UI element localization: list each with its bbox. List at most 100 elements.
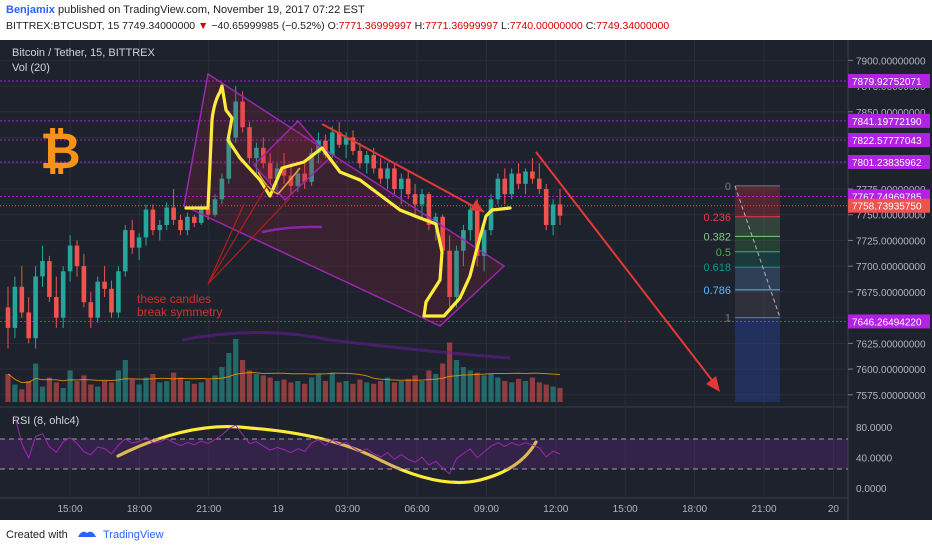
level-badge-label: 7646.26494220 — [852, 317, 922, 328]
close-label: C: — [585, 20, 597, 32]
fib-retracement[interactable]: 0 0.236 0.382 0.5 0.618 0.786 1 — [703, 181, 781, 402]
candle-body — [150, 209, 156, 231]
volume-bar — [502, 381, 508, 402]
time-tick-label: 19 — [273, 504, 285, 515]
volume-bar — [371, 383, 377, 402]
volume-bar — [405, 378, 411, 402]
volume-bar — [267, 377, 273, 402]
candle-body — [54, 297, 59, 318]
candle-body — [19, 286, 25, 313]
volume-bar — [433, 374, 439, 402]
volume-bar — [157, 382, 163, 402]
candle-body — [88, 302, 94, 318]
volume-bar — [288, 382, 294, 402]
fib-zone — [735, 236, 780, 252]
candle-body — [371, 155, 376, 169]
time-axis[interactable]: 15:00 18:00 21:00 19 03:00 06:00 09:00 12:00 15:… — [57, 504, 839, 515]
open-label: O: — [327, 20, 339, 32]
volume-bar — [309, 377, 315, 402]
volume-bar — [350, 383, 356, 402]
candle-body — [350, 137, 356, 151]
candle-body — [530, 171, 535, 179]
volume-bar — [26, 381, 32, 402]
candle-body — [343, 137, 349, 145]
time-tick-label: 15:00 — [613, 504, 638, 515]
candle-body — [33, 276, 38, 339]
volume-bar — [302, 383, 308, 402]
candle-body — [95, 281, 100, 318]
volume-bar — [67, 370, 73, 402]
level-badge-label: 7822.57777043 — [852, 136, 922, 147]
candle-body — [419, 194, 425, 205]
volume-bar — [19, 389, 25, 402]
volume-bar — [46, 377, 52, 402]
rsi-line — [14, 415, 561, 475]
candle-body — [440, 216, 445, 251]
candle-body — [40, 261, 45, 277]
volume-bar — [481, 375, 487, 402]
tradingview-logo-icon — [78, 531, 96, 537]
time-tick-label: 20 — [828, 504, 840, 515]
candle-body — [412, 194, 418, 205]
tradingview-link[interactable]: TradingView — [103, 529, 164, 541]
volume-bar — [274, 381, 280, 402]
time-tick-label: 06:00 — [404, 504, 429, 515]
candle-body — [240, 101, 245, 128]
volume-bar — [12, 384, 18, 402]
level-badge — [848, 154, 930, 169]
price-tick-label: 7750.00000000 — [856, 211, 926, 222]
annotation-text-2: break symmetry — [137, 305, 222, 319]
drawings[interactable]: these candles break symmetry — [116, 72, 720, 485]
time-tick-label: 18:00 — [127, 504, 152, 515]
fib-level-label: 0.382 — [703, 231, 731, 243]
candle-body — [405, 178, 411, 195]
candle-body — [385, 168, 390, 179]
created-with-text: Created with — [6, 529, 68, 541]
volume-bar — [81, 375, 87, 402]
volume-bar — [343, 381, 349, 402]
time-tick-label: 09:00 — [474, 504, 499, 515]
price-axis[interactable]: 7900.000000007875.000000007850.000000007… — [848, 56, 930, 402]
candle-body — [316, 140, 321, 153]
volume-bar — [467, 370, 473, 402]
time-tick-label: 15:00 — [57, 504, 82, 515]
price-tick-label: 7725.00000000 — [856, 236, 926, 247]
candle-body — [185, 216, 190, 231]
chart-title: Bitcoin / Tether, 15, BITTREX — [12, 47, 156, 59]
volume-bar — [39, 386, 46, 402]
volume-bar — [412, 375, 418, 402]
red-arrow-2 — [535, 151, 719, 389]
volume-bar — [136, 384, 142, 402]
small-curve — [257, 167, 301, 195]
candle-body — [47, 261, 52, 298]
candle-body — [543, 188, 549, 225]
chart-canvas[interactable]: 0 0.236 0.382 0.5 0.618 0.786 1 these candles … — [0, 40, 932, 520]
footer: Created with TradingView — [0, 520, 932, 550]
volume-indicator-label[interactable]: Vol (20) — [12, 62, 50, 74]
candle-body — [281, 168, 287, 176]
candle-body — [468, 209, 473, 231]
candle-body — [447, 250, 452, 298]
candle-body — [123, 230, 128, 272]
volume-bar — [529, 377, 535, 402]
grid — [0, 40, 848, 498]
rsi-indicator-label[interactable]: RSI (8, ohlc4) — [12, 415, 79, 427]
candle-body — [178, 219, 183, 231]
yellow-outline[interactable] — [184, 84, 512, 318]
candle-body — [219, 178, 225, 200]
purple-line — [261, 225, 323, 234]
volume-bar — [205, 379, 211, 402]
channel-rectangle[interactable] — [183, 72, 506, 327]
candle-body — [102, 281, 107, 289]
small-diamond[interactable] — [252, 119, 332, 202]
volume-bar — [74, 381, 80, 402]
volume-bar — [233, 339, 239, 402]
author-link[interactable]: Benjamix — [6, 4, 55, 16]
candle-body — [74, 245, 80, 267]
volume-bar — [164, 381, 170, 402]
volume-bar — [447, 342, 453, 402]
volume-bar — [384, 377, 391, 402]
candle-body — [233, 101, 238, 138]
candle-body — [336, 132, 342, 145]
volume-bar — [260, 375, 266, 402]
